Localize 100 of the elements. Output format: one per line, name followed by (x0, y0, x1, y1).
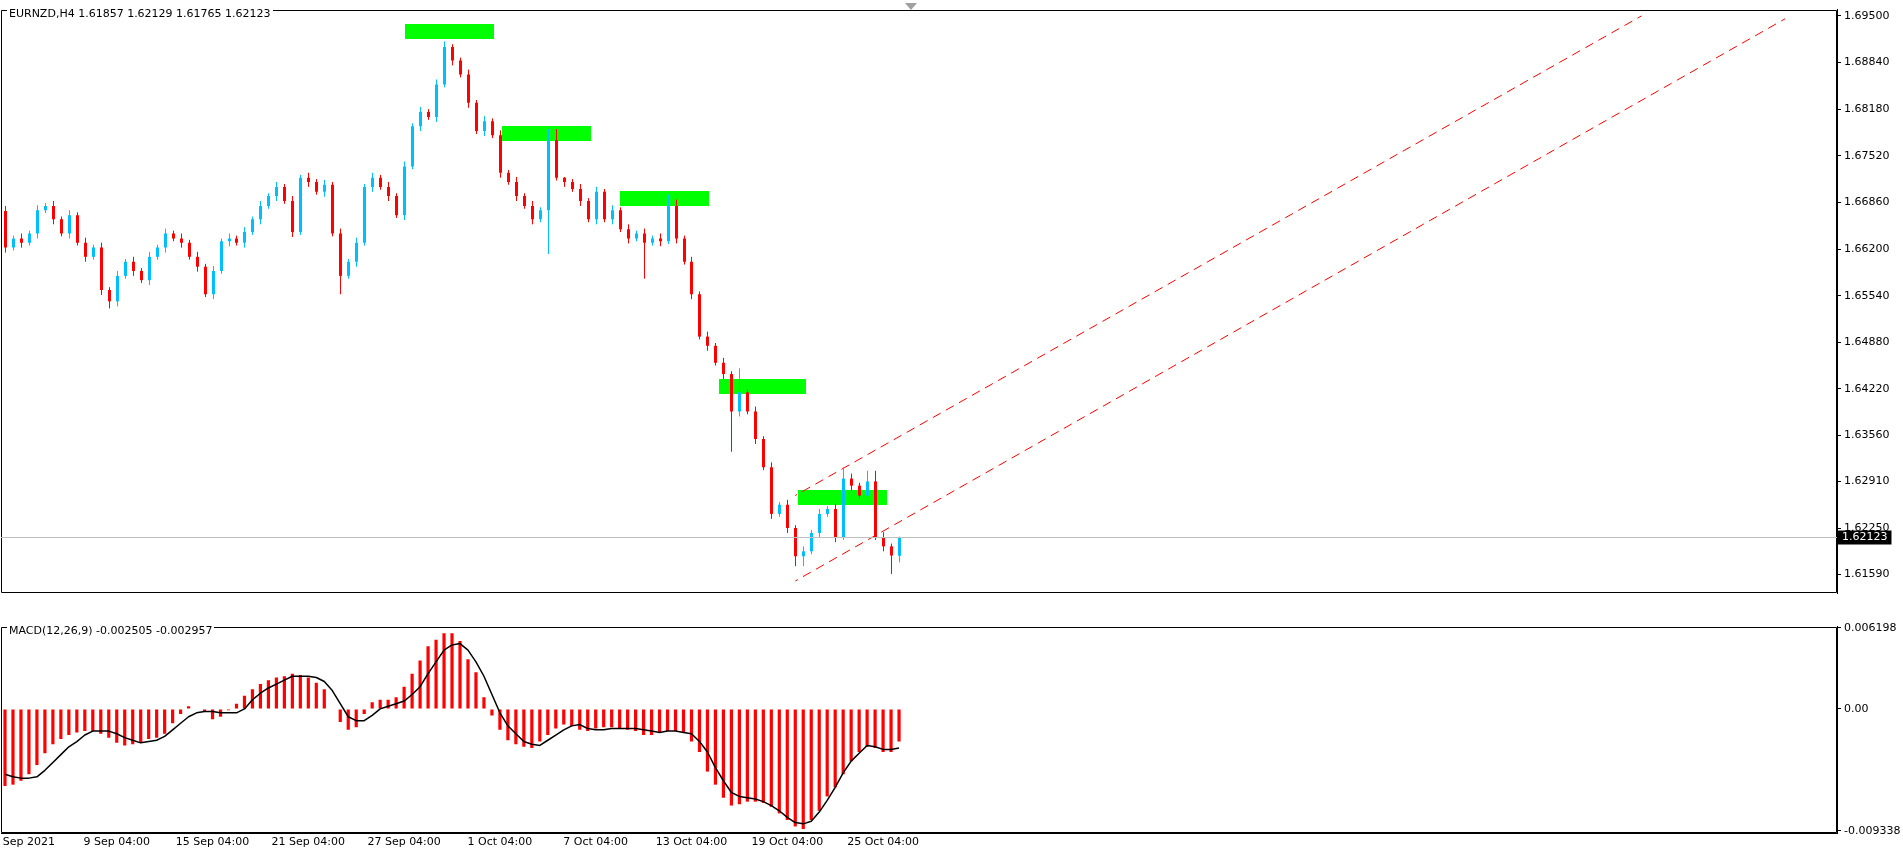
bar (418, 660, 422, 709)
candlestick (371, 172, 374, 193)
y-tick-label: 1.66860 (1844, 195, 1890, 209)
candlestick (643, 228, 646, 280)
bar (51, 709, 55, 745)
candlestick (243, 226, 246, 249)
bar (769, 709, 773, 807)
bar (522, 709, 526, 747)
x-tick-label: 25 Oct 04:00 (847, 835, 919, 849)
bar (761, 709, 765, 803)
bar (131, 709, 135, 745)
candlestick (164, 228, 167, 254)
bar (873, 709, 877, 749)
bar (729, 709, 734, 806)
bar (75, 709, 79, 733)
bar (745, 709, 749, 802)
candlestick (188, 239, 191, 261)
x-tick-label: 19 Oct 04:00 (751, 835, 824, 849)
candlestick (746, 389, 749, 415)
bar (490, 709, 494, 716)
bar (442, 633, 446, 709)
y-tick-label: 1.61590 (1844, 567, 1890, 581)
bar (434, 639, 438, 709)
candlestick (738, 367, 741, 417)
bar (689, 709, 694, 742)
bar (602, 709, 606, 728)
bar (793, 709, 797, 827)
candlestick (36, 204, 39, 239)
bar (107, 709, 111, 738)
x-tick-label: 1 Oct 04:00 (467, 835, 533, 849)
bar (753, 709, 757, 802)
bar (737, 709, 741, 805)
candlestick (802, 545, 805, 567)
bar (705, 709, 710, 772)
bar (657, 709, 662, 733)
bar (841, 709, 845, 775)
bar (897, 709, 901, 742)
bar (27, 709, 31, 775)
candlestick (347, 258, 350, 280)
candlestick (619, 206, 622, 233)
bar (665, 709, 670, 732)
candlestick (108, 286, 111, 309)
candlestick (451, 43, 454, 66)
bar (474, 672, 478, 709)
y-tick-label: 1.65540 (1844, 288, 1890, 302)
x-tick-label: 21 Sep 04:00 (271, 835, 346, 849)
bar (322, 689, 326, 709)
bar (817, 709, 821, 811)
bar (801, 709, 805, 830)
bar (450, 633, 454, 709)
candlestick (786, 499, 789, 534)
candlestick (515, 176, 518, 202)
bar (673, 709, 678, 732)
y-tick-label: 0.006198 (1844, 620, 1897, 634)
x-tick-label: 9 Sep 04:00 (83, 835, 150, 849)
bar (865, 709, 869, 747)
candlestick (531, 200, 534, 225)
candlestick (251, 216, 254, 236)
y-tick-label: 1.68840 (1844, 55, 1890, 69)
y-tick-label: 1.68180 (1844, 102, 1890, 116)
bar (314, 682, 318, 709)
bar (857, 709, 861, 753)
bar (458, 640, 462, 709)
bar (618, 709, 622, 729)
candlestick (275, 181, 278, 202)
candlestick (722, 357, 725, 380)
bar (179, 709, 183, 715)
bar (147, 709, 151, 739)
bar (43, 709, 47, 754)
bar (19, 709, 23, 781)
candlestick (483, 115, 486, 137)
y-tick-label: 0.00 (1844, 701, 1869, 715)
bar (546, 709, 550, 736)
candlestick (459, 57, 462, 78)
bar (634, 709, 638, 732)
bar (538, 709, 542, 742)
bar (91, 709, 95, 732)
bar (570, 709, 574, 726)
y-tick-label: 1.62910 (1844, 474, 1890, 488)
candlestick (579, 183, 582, 207)
y-tick-label: -0.009338 (1844, 823, 1901, 837)
x-tick-label: 15 Sep 04:00 (175, 835, 250, 849)
bar (35, 709, 39, 766)
bar (881, 709, 885, 753)
candlestick (148, 251, 151, 286)
x-tick-label: Sep 2021 (2, 835, 56, 849)
x-tick-label: 7 Oct 04:00 (563, 835, 629, 849)
bar (370, 702, 374, 709)
bar (610, 709, 614, 728)
bar (59, 709, 63, 739)
candlestick (491, 117, 494, 139)
candlestick (259, 200, 262, 225)
candlestick (706, 331, 709, 352)
x-tick-label: 13 Oct 04:00 (655, 835, 728, 849)
y-tick-label: 1.69500 (1844, 8, 1890, 22)
candlestick (890, 543, 893, 575)
chart-title: EURNZD,H4 1.61857 1.62129 1.61765 1.62123 (7, 7, 273, 20)
bar (833, 709, 837, 788)
bar (530, 709, 534, 749)
candlestick (52, 200, 55, 225)
